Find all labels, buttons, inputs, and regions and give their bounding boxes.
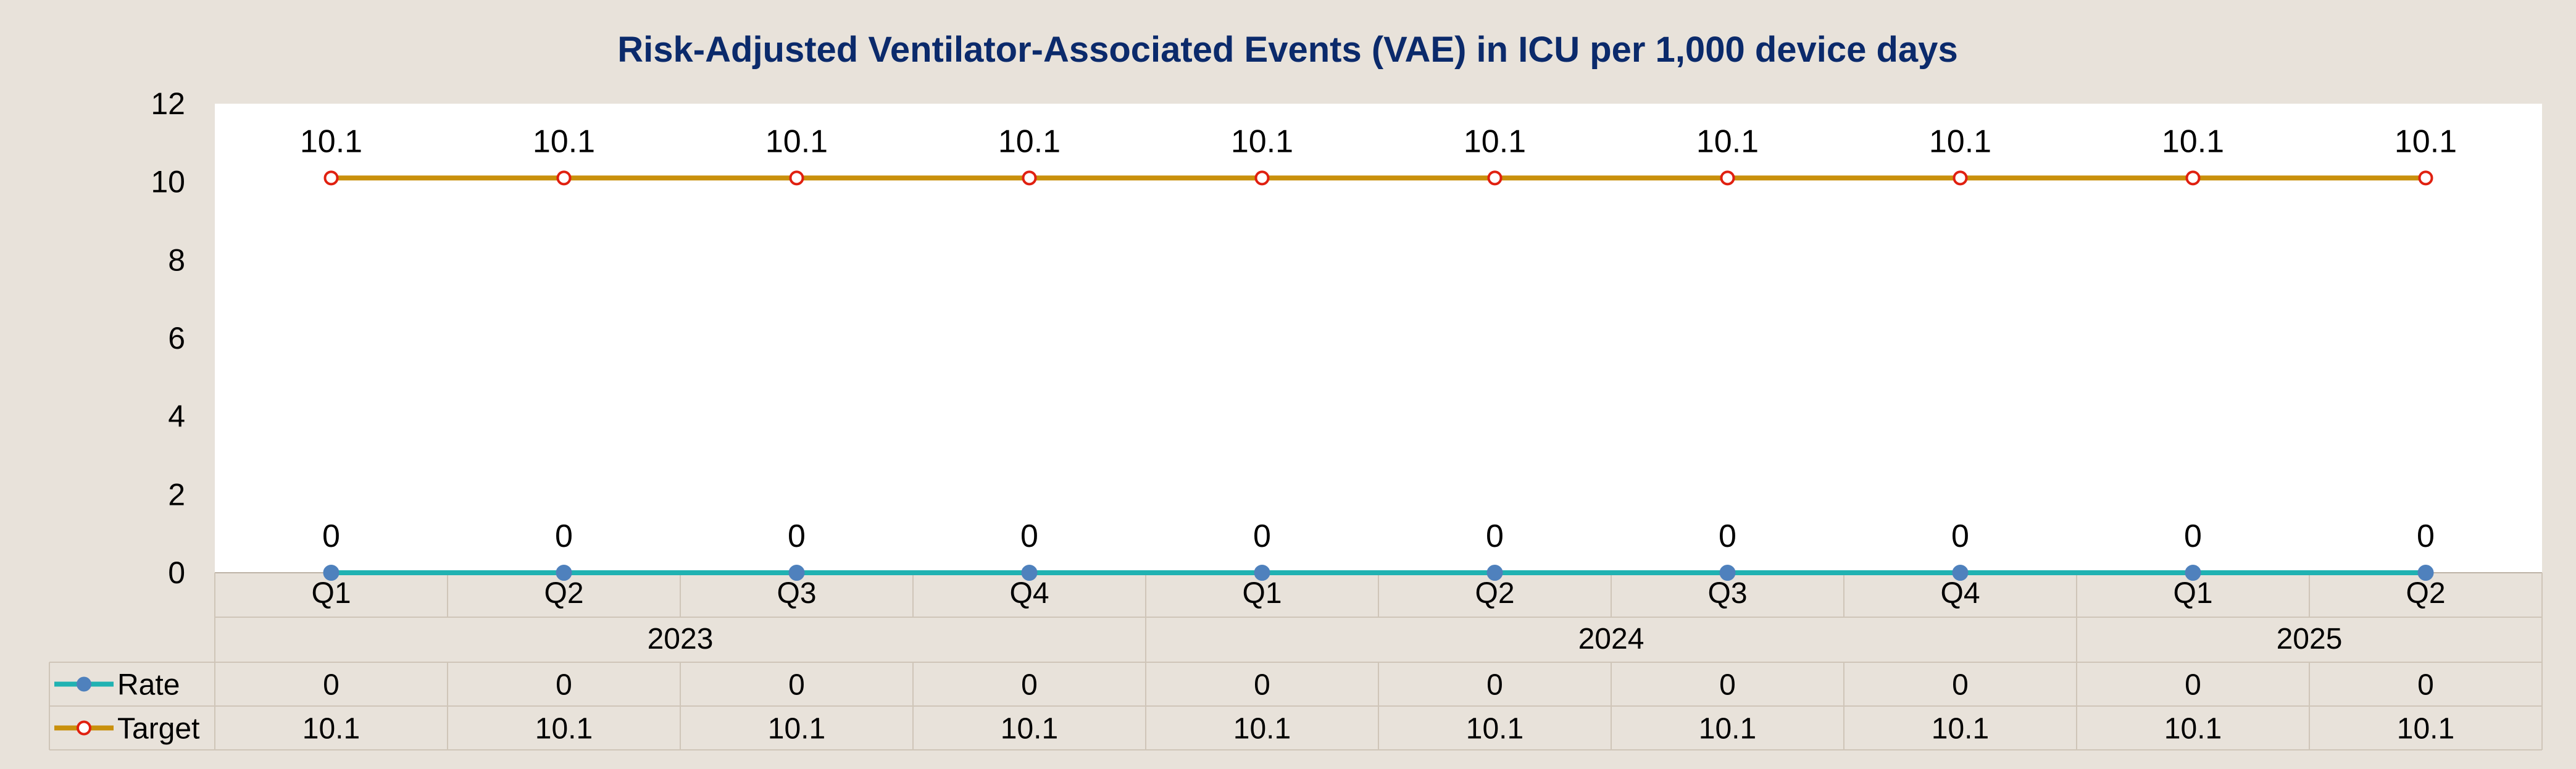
data-label-target: 10.1 (1464, 123, 1526, 159)
data-label-target: 10.1 (300, 123, 362, 159)
table-value-target: 10.1 (768, 713, 825, 746)
data-label-target: 10.1 (765, 123, 828, 159)
data-point-target (1953, 170, 1968, 186)
legend-key-marker-target (77, 720, 91, 736)
x-tick-label: Q2 (2406, 577, 2445, 610)
table-value-rate: 0 (323, 669, 340, 702)
legend-label-rate: Rate (117, 669, 180, 702)
data-point-rate (2185, 565, 2201, 581)
data-point-target (1720, 170, 1735, 186)
data-point-rate (788, 565, 805, 581)
data-label-rate: 0 (1253, 518, 1271, 554)
table-value-target: 10.1 (2164, 713, 2222, 746)
data-point-rate (2417, 565, 2434, 581)
year-label: 2023 (648, 623, 714, 655)
legend-key-marker-rate (77, 676, 91, 692)
y-tick-label: 12 (151, 86, 185, 121)
table-value-target: 10.1 (2397, 713, 2454, 746)
data-label-target: 10.1 (2162, 123, 2224, 159)
data-point-rate (1719, 565, 1736, 581)
table-value-rate: 0 (1021, 669, 1038, 702)
data-label-rate: 0 (1951, 518, 1969, 554)
data-point-target (1254, 170, 1270, 186)
data-point-rate (1254, 565, 1270, 581)
table-value-rate: 0 (556, 669, 572, 702)
data-label-rate: 0 (2417, 518, 2435, 554)
data-label-target: 10.1 (533, 123, 595, 159)
data-label-target: 10.1 (1929, 123, 1991, 159)
data-label-rate: 0 (788, 518, 806, 554)
data-point-rate (1021, 565, 1038, 581)
y-tick-label: 0 (168, 555, 185, 590)
data-label-rate: 0 (1719, 518, 1736, 554)
y-tick-label: 6 (168, 321, 185, 355)
legend-label-target: Target (117, 713, 199, 746)
year-label: 2024 (1578, 623, 1644, 655)
table-value-rate: 0 (788, 669, 805, 702)
x-tick-label: Q1 (1242, 577, 1282, 610)
table-value-target: 10.1 (302, 713, 360, 746)
data-label-target: 10.1 (1696, 123, 1759, 159)
data-point-rate (556, 565, 572, 581)
data-label-target: 10.1 (1231, 123, 1293, 159)
x-tick-label: Q2 (1475, 577, 1514, 610)
table-value-target: 10.1 (535, 713, 593, 746)
data-point-target (1022, 170, 1037, 186)
data-label-rate: 0 (322, 518, 340, 554)
y-tick-label: 8 (168, 243, 185, 277)
data-point-target (789, 170, 804, 186)
data-label-rate: 0 (2184, 518, 2202, 554)
x-tick-label: Q3 (777, 577, 816, 610)
data-point-target (2418, 170, 2433, 186)
x-tick-label: Q4 (1940, 577, 1980, 610)
x-tick-label: Q1 (311, 577, 351, 610)
chart-title: Risk-Adjusted Ventilator-Associated Even… (617, 30, 1957, 70)
data-point-rate (1952, 565, 1969, 581)
table-value-rate: 0 (1952, 669, 1969, 702)
data-label-rate: 0 (555, 518, 573, 554)
x-tick-label: Q4 (1009, 577, 1049, 610)
data-point-target (1487, 170, 1503, 186)
x-tick-label: Q3 (1707, 577, 1747, 610)
table-value-rate: 0 (1254, 669, 1270, 702)
data-label-rate: 0 (1020, 518, 1038, 554)
data-label-target: 10.1 (998, 123, 1061, 159)
table-value-rate: 0 (1719, 669, 1736, 702)
table-value-rate: 0 (1486, 669, 1503, 702)
y-tick-label: 10 (151, 165, 185, 199)
data-point-rate (1486, 565, 1503, 581)
table-value-rate: 0 (2185, 669, 2201, 702)
table-value-rate: 0 (2417, 669, 2434, 702)
table-value-target: 10.1 (1932, 713, 1989, 746)
table-value-target: 10.1 (1699, 713, 1756, 746)
data-label-rate: 0 (1486, 518, 1504, 554)
y-tick-label: 2 (168, 477, 185, 512)
data-point-target (2185, 170, 2201, 186)
year-label: 2025 (2277, 623, 2343, 655)
y-tick-label: 4 (168, 399, 185, 434)
data-point-target (323, 170, 339, 186)
plot-area (215, 104, 2542, 573)
table-value-target: 10.1 (1466, 713, 1524, 746)
data-point-target (556, 170, 572, 186)
data-label-target: 10.1 (2395, 123, 2457, 159)
data-point-rate (323, 565, 340, 581)
table-value-target: 10.1 (1233, 713, 1291, 746)
x-tick-label: Q1 (2173, 577, 2212, 610)
x-tick-label: Q2 (544, 577, 583, 610)
table-value-target: 10.1 (1001, 713, 1058, 746)
